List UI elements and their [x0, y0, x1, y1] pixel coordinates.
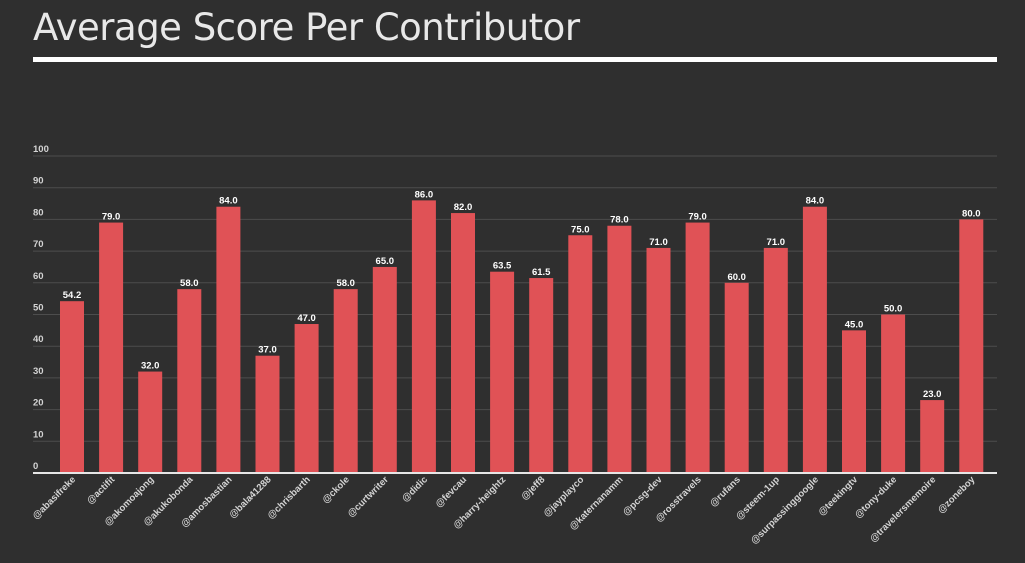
- y-axis-ticks: 0 10 20 30 40 50 60 70 80 90 100: [33, 144, 49, 472]
- bar: [763, 247, 788, 473]
- bar-value-label: 47.0: [297, 313, 316, 324]
- bar-value-label: 65.0: [376, 256, 395, 267]
- bar-value-label: 58.0: [180, 278, 199, 289]
- bar: [685, 222, 710, 473]
- bar: [920, 400, 945, 473]
- y-tick-label: 90: [33, 176, 44, 187]
- bar: [333, 289, 358, 473]
- x-category-label: @ckole: [320, 474, 352, 506]
- bar: [177, 289, 202, 473]
- bar: [60, 301, 84, 473]
- bar-value-label: 79.0: [688, 212, 707, 223]
- bar: [99, 222, 124, 473]
- bar-value-label: 50.0: [884, 304, 903, 315]
- bar: [646, 247, 671, 473]
- y-tick-label: 80: [33, 207, 44, 218]
- bar: [724, 282, 749, 473]
- x-category-label: @actifit: [85, 474, 118, 507]
- bar: [255, 355, 280, 473]
- bar: [568, 235, 593, 473]
- bar: [881, 314, 906, 473]
- bar-value-label: 78.0: [610, 215, 629, 226]
- bar-value-label: 23.0: [923, 389, 942, 400]
- bar-value-label: 82.0: [454, 202, 473, 213]
- x-category-label: @fevcau: [434, 474, 470, 510]
- title-divider: [33, 57, 997, 62]
- x-category-label: @zoneboy: [936, 474, 978, 516]
- chart-title: Average Score Per Contributor: [33, 6, 580, 49]
- bar: [607, 225, 632, 473]
- x-category-label: @travelersmemoire: [868, 474, 938, 544]
- bar-value-label: 60.0: [727, 272, 746, 283]
- y-tick-label: 0: [33, 461, 38, 472]
- data-labels: 54.2 79.0 32.0 58.0 84.0 37.0 47.0 58.0 65.0 86.0…: [63, 189, 981, 400]
- y-tick-label: 70: [33, 239, 44, 250]
- bar-value-label: 84.0: [219, 196, 238, 207]
- x-category-label: @surpassinggoogle: [749, 474, 821, 546]
- bar: [959, 219, 984, 473]
- bar-value-label: 54.2: [63, 290, 82, 301]
- y-tick-label: 40: [33, 334, 44, 345]
- x-axis-categories: @abasifreke @actifit@akomoajong@akukobond…: [31, 474, 978, 547]
- bar-value-label: 37.0: [258, 345, 277, 356]
- x-category-label: @didic: [400, 474, 430, 504]
- bar: [451, 213, 475, 473]
- bar: [490, 271, 515, 473]
- y-tick-label: 30: [33, 366, 44, 377]
- y-tick-label: 10: [33, 429, 44, 440]
- x-category-label: @jeff8: [519, 474, 547, 502]
- bar: [411, 200, 436, 473]
- y-tick-label: 60: [33, 271, 44, 282]
- bar-value-label: 45.0: [845, 319, 864, 330]
- bar: [372, 266, 397, 473]
- bar-value-label: 61.5: [532, 267, 551, 278]
- bar-value-label: 58.0: [336, 278, 355, 289]
- x-category-label: @abasifreke: [31, 474, 79, 522]
- y-tick-label: 100: [33, 144, 49, 155]
- bar: [842, 330, 866, 473]
- bar: [802, 206, 827, 473]
- bar-value-label: 80.0: [962, 208, 981, 219]
- y-tick-label: 20: [33, 398, 44, 409]
- bar-value-label: 84.0: [806, 196, 825, 207]
- bars: [60, 200, 984, 473]
- x-category-label: @curtwriter: [346, 474, 392, 520]
- bar: [529, 278, 554, 473]
- bar: [216, 206, 241, 473]
- bar-value-label: 75.0: [571, 224, 590, 235]
- bar-value-label: 79.0: [102, 212, 121, 223]
- bar-value-label: 63.5: [493, 261, 512, 272]
- y-tick-label: 50: [33, 303, 44, 314]
- bar-value-label: 32.0: [141, 361, 160, 372]
- bar-value-label: 71.0: [649, 237, 668, 248]
- bar: [294, 324, 319, 473]
- bar: [138, 371, 163, 473]
- bar-value-label: 71.0: [767, 237, 786, 248]
- bar-value-label: 86.0: [415, 189, 434, 200]
- x-category-label: @rufans: [708, 474, 743, 509]
